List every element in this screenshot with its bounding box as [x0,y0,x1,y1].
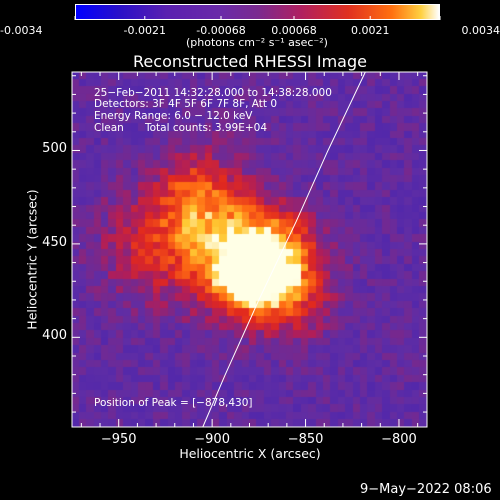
x-axis-label: Heliocentric X (arcsec) [179,446,321,461]
y-tick-label: 500 [42,141,67,157]
detectors-text: Detectors: 3F 4F 5F 6F 7F 8F, Att 0 [94,98,278,110]
colorbar-tick-label: 0.0034 [461,24,500,37]
energy-range-text: Energy Range: 6.0 − 12.0 keV [94,110,253,122]
heatmap-image [72,72,427,427]
peak-position-text: Position of Peak = [−878,430] [94,397,253,409]
clean-text: Clean [94,122,124,134]
chart-title: Reconstructed RHESSI Image [133,52,367,71]
colorbar [75,4,440,20]
x-tick-label: −800 [381,432,417,447]
x-tick-label: −900 [194,432,230,447]
colorbar-tick-label: 0.0021 [350,24,390,37]
colorbar-unit-label: (photons cm⁻² s⁻¹ asec⁻²) [186,36,328,49]
solar-limb-line [202,71,366,428]
colorbar-tick-label: -0.00068 [196,24,246,37]
time-range-text: 25−Feb−2011 14:32:28.000 to 14:38:28.000 [94,87,332,99]
footer-timestamp: 9−May−2022 08:06 [360,482,492,497]
x-tick-label: −850 [287,432,324,447]
colorbar-tick-label: 0.00068 [271,24,317,37]
y-axis-label: Heliocentric Y (arcsec) [24,189,40,330]
colorbar-tick-label: -0.0034 [0,24,43,37]
y-tick-label: 400 [42,328,67,344]
y-tick-label: 450 [42,234,67,250]
total-counts-text: Total counts: 3.99E+04 [145,122,268,134]
colorbar-tick-label: -0.0021 [123,24,166,37]
x-tick-label: −950 [100,432,137,447]
